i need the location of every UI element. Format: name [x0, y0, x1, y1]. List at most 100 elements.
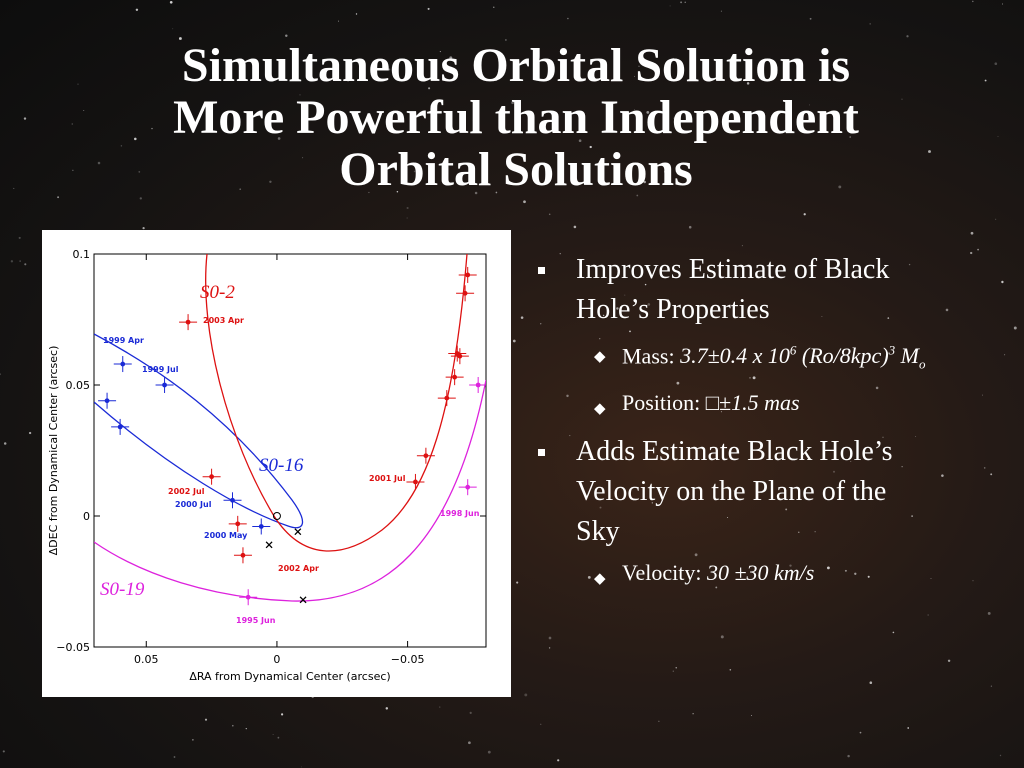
- background-star: [77, 83, 79, 85]
- background-star: [987, 611, 991, 615]
- background-star: [915, 436, 917, 437]
- velocity-value: 30 ±30 km/s: [706, 559, 815, 585]
- background-star: [272, 734, 274, 735]
- background-star: [487, 750, 491, 754]
- background-star: [346, 79, 350, 82]
- background-star: [24, 263, 27, 266]
- background-star: [908, 263, 911, 266]
- background-star: [906, 35, 909, 38]
- background-star: [869, 23, 871, 25]
- background-star: [277, 137, 281, 140]
- background-star: [750, 715, 752, 717]
- background-star: [232, 724, 234, 727]
- star-label: S0-2: [200, 282, 235, 303]
- background-star: [524, 693, 528, 697]
- plot-frame: [93, 253, 487, 648]
- background-star: [469, 711, 472, 715]
- position-value: □±1.5 mas: [705, 389, 800, 415]
- background-star: [192, 739, 194, 741]
- background-star: [173, 756, 176, 758]
- background-star: [1013, 326, 1017, 330]
- background-star: [847, 754, 850, 758]
- background-star: [548, 647, 551, 649]
- background-star: [901, 466, 903, 468]
- background-star: [675, 667, 677, 669]
- orbit-s0-16: [94, 333, 304, 529]
- bullet-properties: Improves Estimate of Black Hole’s Proper…: [538, 250, 1018, 330]
- background-star: [599, 338, 601, 340]
- background-star: [688, 225, 692, 229]
- background-star: [338, 20, 339, 22]
- epoch-label: 2002 Apr: [278, 564, 319, 573]
- epoch-label: 2000 May: [204, 531, 248, 540]
- orbit-s0-2: [205, 254, 468, 552]
- data-point: [230, 497, 235, 503]
- epoch-label: 1998 Jun: [440, 509, 480, 518]
- background-star: [669, 5, 671, 7]
- diamond-bullet-icon: ◆: [594, 400, 606, 417]
- background-star: [729, 669, 732, 671]
- background-star: [859, 731, 862, 734]
- background-star: [569, 435, 571, 437]
- background-star: [970, 251, 973, 255]
- background-star: [715, 586, 718, 589]
- background-star: [808, 104, 811, 106]
- background-star: [785, 508, 788, 511]
- background-star: [720, 635, 724, 639]
- background-star: [977, 248, 979, 251]
- background-star: [638, 65, 640, 68]
- background-star: [910, 356, 912, 359]
- epoch-label: 2003 Apr: [203, 316, 244, 325]
- slide-title: Simultaneous Orbital Solution is More Po…: [60, 40, 972, 196]
- background-star: [505, 39, 507, 41]
- background-star: [169, 0, 173, 4]
- background-star: [997, 135, 999, 138]
- background-star: [749, 377, 751, 379]
- background-star: [493, 6, 495, 8]
- background-star: [439, 51, 441, 53]
- background-star: [548, 213, 551, 216]
- background-star: [658, 720, 660, 722]
- square-bullet-icon: [538, 448, 545, 456]
- background-star: [995, 218, 997, 220]
- background-star: [557, 759, 560, 762]
- background-star: [439, 706, 441, 708]
- data-point: [258, 524, 264, 529]
- y-tick-label: 0.1: [73, 248, 91, 261]
- background-star: [684, 1, 686, 3]
- background-star: [204, 718, 208, 721]
- data-point: [185, 319, 191, 325]
- background-star: [990, 473, 993, 476]
- background-star: [427, 7, 430, 10]
- background-star: [406, 217, 408, 219]
- bullet-text: Sky: [576, 515, 620, 547]
- background-star: [746, 82, 750, 85]
- background-star: [548, 636, 552, 640]
- background-star: [449, 56, 453, 60]
- background-star: [673, 117, 676, 120]
- epoch-label: 2001 Jul: [369, 474, 406, 483]
- y-tick-label: −0.05: [56, 641, 90, 654]
- background-star: [644, 283, 647, 286]
- bullet-velocity: Adds Estimate Black Hole’s Velocity on t…: [538, 432, 1018, 552]
- background-star: [406, 206, 409, 210]
- epoch-label: 2000 Jul: [175, 500, 212, 509]
- data-point: [444, 395, 450, 401]
- background-star: [368, 191, 370, 194]
- background-star: [826, 566, 830, 570]
- background-star: [990, 685, 993, 687]
- star-label: S0-19: [100, 579, 145, 600]
- background-star: [178, 37, 182, 40]
- background-star: [752, 376, 756, 380]
- background-star: [1004, 354, 1006, 356]
- background-star: [134, 137, 137, 141]
- background-star: [469, 175, 471, 178]
- background-star: [511, 101, 514, 105]
- background-star: [647, 303, 651, 306]
- data-point: [235, 521, 241, 527]
- background-star: [269, 180, 272, 184]
- sub-bullet-label: Mass:: [622, 343, 681, 369]
- y-tick-label: 0: [83, 510, 90, 523]
- star-label: S0-16: [259, 455, 304, 476]
- background-star: [10, 260, 14, 263]
